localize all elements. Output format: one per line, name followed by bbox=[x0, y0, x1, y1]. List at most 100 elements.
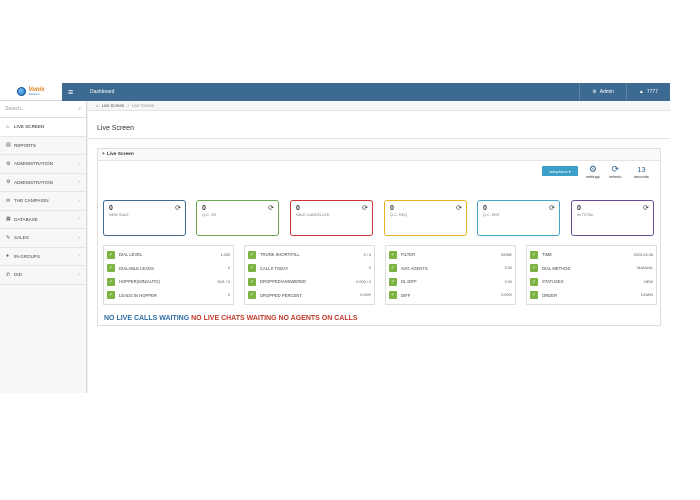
table-key: Diff bbox=[401, 292, 411, 298]
divider bbox=[625, 83, 627, 101]
chevron-right-icon: › bbox=[78, 271, 80, 278]
sidebar-item-did[interactable]: ✆ DID › bbox=[0, 266, 86, 285]
table-row: ✓ Hopper(min/auto) 50/1 / 0 bbox=[107, 275, 230, 289]
info-table: ✓ Dial Level 1.000 ✓ Dialable Leads 0 ✓ Hopper(… bbox=[103, 245, 234, 305]
sidebar-item-administration[interactable]: ⚙ Administration › bbox=[0, 174, 86, 192]
stat-box: 0 Q.C. Req ⟳ bbox=[384, 200, 467, 236]
refresh-icon[interactable]: ⟳ bbox=[456, 205, 462, 212]
settings-button[interactable]: ⚙ settings bbox=[586, 164, 600, 180]
sidebar-item-database[interactable]: ▦ Database › bbox=[0, 211, 86, 229]
admin-menu[interactable]: ⚙ Admin bbox=[592, 89, 614, 95]
refresh-icon[interactable]: ⟳ bbox=[362, 205, 368, 212]
sales-icon: ✎ bbox=[6, 234, 11, 241]
seconds-counter: 13 seconds bbox=[634, 165, 649, 179]
sidebar-item-sales[interactable]: ✎ Sales › bbox=[0, 229, 86, 248]
gear-icon: ⚙ bbox=[6, 160, 11, 167]
search-box[interactable]: Search... ⌕ bbox=[0, 101, 86, 118]
breadcrumb-separator: › bbox=[127, 103, 129, 108]
search-input[interactable]: Search... bbox=[5, 106, 26, 112]
plus-icon[interactable]: + bbox=[102, 152, 105, 157]
table-value: 0 bbox=[368, 266, 371, 271]
check-icon: ✓ bbox=[389, 291, 397, 300]
stat-label: Q.C. EMT bbox=[483, 213, 500, 217]
sidebar-item-label: Reports bbox=[14, 142, 37, 148]
table-value: 0.00% bbox=[360, 293, 371, 298]
table-key: Hopper(min/auto) bbox=[119, 279, 160, 285]
table-row: ✓ Filter NONE bbox=[389, 248, 512, 262]
table-key: Order bbox=[542, 292, 558, 298]
check-icon: ✓ bbox=[248, 250, 256, 259]
status-line: NO LIVE CALLS WAITING NO LIVE CHATS WAIT… bbox=[104, 315, 358, 322]
webphone-label: webphone bbox=[549, 168, 568, 174]
search-icon[interactable]: ⌕ bbox=[78, 106, 81, 112]
home-icon[interactable]: ⌂ bbox=[96, 103, 99, 108]
check-icon: ✓ bbox=[107, 277, 115, 286]
menu-toggle-icon[interactable]: ≡ bbox=[68, 87, 74, 97]
stat-label: Q.C. OK bbox=[202, 213, 217, 217]
chevron-right-icon: › bbox=[78, 216, 80, 223]
logo[interactable]: Vonix Telecom bbox=[0, 83, 62, 101]
logo-text: Vonix bbox=[28, 87, 45, 93]
refresh-icon[interactable]: ⟳ bbox=[175, 205, 181, 212]
webphone-button[interactable]: webphone ▾ bbox=[542, 166, 578, 176]
sidebar-item-in-groups[interactable]: ● In-Groups › bbox=[0, 248, 86, 266]
sidebar-item-reports[interactable]: ▤ Reports bbox=[0, 137, 86, 155]
chevron-right-icon: › bbox=[78, 179, 80, 186]
gear-icon: ⚙ bbox=[588, 164, 597, 174]
stat-label: New Sale bbox=[109, 213, 129, 217]
sidebar-item-label: DID bbox=[14, 272, 22, 278]
sidebar-item-label: In-Groups bbox=[14, 253, 41, 259]
table-key: Dialable Leads bbox=[119, 265, 154, 271]
refresh-button[interactable]: ⟳ refresh bbox=[609, 165, 622, 180]
user-menu[interactable]: ▲ 7777 bbox=[639, 89, 658, 95]
table-value: NEW bbox=[644, 279, 653, 284]
breadcrumb: ⌂ Live Screen › Live Screen bbox=[88, 101, 670, 111]
table-row: ✓ Time 2020-03-06 bbox=[530, 248, 653, 262]
check-icon: ✓ bbox=[248, 264, 256, 273]
table-row: ✓ Statuses NEW bbox=[530, 275, 653, 289]
stat-value: 0 bbox=[483, 205, 487, 212]
stat-box: 0 Sale Cancelled ⟳ bbox=[290, 200, 373, 236]
table-value: MANUAL bbox=[637, 266, 653, 271]
table-row: ✓ Dropped/Answered 0.000 / 0 bbox=[248, 275, 371, 289]
panel-title: Live Screen bbox=[106, 152, 134, 157]
table-row: ✓ Order DOWN bbox=[530, 289, 653, 303]
sidebar-item-the-campaign[interactable]: ✉ The Campaign › bbox=[0, 192, 86, 211]
page-title: Live Screen bbox=[97, 125, 134, 132]
table-value: 50/1 / 0 bbox=[217, 279, 230, 284]
table-key: Dial Method bbox=[542, 265, 571, 271]
table-value: 1.000 bbox=[220, 252, 230, 257]
refresh-icon[interactable]: ⟳ bbox=[549, 205, 555, 212]
breadcrumb-root[interactable]: Live Screen bbox=[101, 103, 125, 108]
stat-value: 0 bbox=[577, 205, 581, 212]
refresh-icon[interactable]: ⟳ bbox=[643, 205, 649, 212]
top-title: Dashboard bbox=[90, 89, 115, 95]
stat-box: 0 New Sale ⟳ bbox=[103, 200, 186, 236]
sidebar-item-label: The Campaign bbox=[14, 198, 49, 204]
calls-status: NO LIVE CALLS WAITING bbox=[104, 315, 190, 322]
table-value: 0 / 0 bbox=[363, 252, 371, 257]
table-row: ✓ Trunk Short/Fill 0 / 0 bbox=[248, 248, 371, 262]
chevron-right-icon: › bbox=[78, 197, 80, 204]
stat-label: Q.C. Req bbox=[390, 213, 408, 217]
check-icon: ✓ bbox=[107, 291, 115, 300]
table-row: ✓ Dial Method MANUAL bbox=[530, 262, 653, 276]
refresh-icon[interactable]: ⟳ bbox=[268, 205, 274, 212]
user-label: 7777 bbox=[646, 89, 658, 95]
table-key: Avg Agents bbox=[401, 265, 428, 271]
sidebar-item-live-screen[interactable]: ⌂ Live Screen bbox=[0, 118, 86, 137]
sidebar-item-administration[interactable]: ⚙ Administration › bbox=[0, 155, 86, 174]
stat-value: 0 bbox=[202, 205, 206, 212]
check-icon: ✓ bbox=[530, 277, 538, 286]
check-icon: ✓ bbox=[389, 277, 397, 286]
settings-label: settings bbox=[586, 174, 600, 179]
table-value: NONE bbox=[501, 252, 512, 257]
logo-subtext: Telecom bbox=[28, 92, 40, 96]
refresh-label: refresh bbox=[609, 174, 622, 179]
table-value: 0.00 bbox=[504, 279, 512, 284]
panel-header[interactable]: + Live Screen bbox=[98, 149, 660, 161]
sidebar-item-label: Database bbox=[14, 216, 38, 222]
table-value: 0 bbox=[227, 293, 230, 298]
sidebar-item-label: Live Screen bbox=[14, 124, 45, 130]
table-row: ✓ Leads in Hopper 0 bbox=[107, 289, 230, 303]
